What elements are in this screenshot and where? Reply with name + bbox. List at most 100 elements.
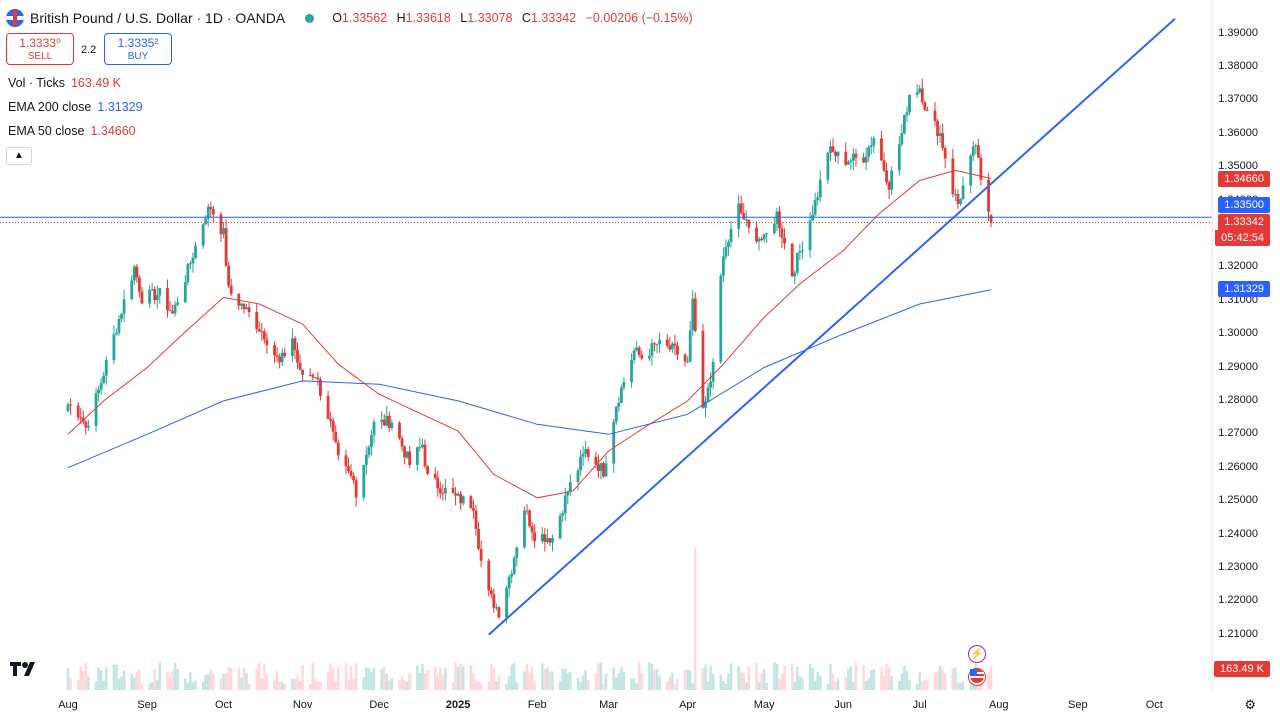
buy-button[interactable]: 1.3335² BUY — [104, 33, 172, 65]
volume-bar — [683, 669, 687, 690]
volume-bar — [745, 682, 748, 690]
sell-button[interactable]: 1.3333⁰ SELL — [6, 33, 74, 65]
candle-body — [744, 219, 748, 221]
volume-bar — [775, 664, 779, 690]
candle-body — [632, 350, 636, 361]
volume-bar — [849, 666, 853, 690]
volume-bar — [852, 681, 855, 690]
volume-bar — [370, 671, 373, 690]
candle-body — [403, 446, 406, 458]
candle-body — [296, 349, 299, 363]
volume-bar — [829, 664, 832, 690]
sell-price: 1.3333⁰ — [19, 36, 61, 50]
x-tick-label: Nov — [292, 699, 313, 711]
volume-bar — [354, 663, 358, 690]
collapse-legend-button[interactable]: ▲ — [6, 147, 32, 165]
candle-body — [604, 463, 608, 477]
y-tick-label: 1.23000 — [1218, 560, 1258, 573]
volume-bar — [349, 666, 353, 690]
volume-bar — [694, 548, 697, 690]
candle-body — [408, 451, 412, 465]
volume-bar — [311, 662, 314, 690]
candle-body — [433, 473, 437, 478]
volume-bar — [168, 677, 172, 690]
candle-body — [329, 418, 333, 421]
volume-bar — [263, 664, 266, 690]
lightning-icon[interactable]: ⚡ — [968, 645, 986, 663]
volume-bar — [472, 673, 475, 690]
candle-body — [112, 334, 116, 360]
candle-body — [887, 182, 891, 190]
candle-body — [558, 515, 562, 539]
volume-bar — [385, 673, 388, 690]
candle-body — [319, 379, 322, 396]
volume-bar — [686, 669, 689, 690]
volume-bar — [479, 683, 483, 690]
volume-legend[interactable]: Vol · Ticks 163.49 K — [8, 76, 121, 90]
volume-bar — [332, 669, 335, 690]
volume-bar — [222, 673, 225, 690]
candle-body — [472, 507, 475, 511]
market-status-icon[interactable] — [305, 13, 315, 23]
candle-body — [790, 243, 794, 277]
candle-body — [989, 215, 993, 223]
ema200-legend[interactable]: EMA 200 close 1.31329 — [8, 100, 143, 114]
volume-bar — [551, 671, 554, 690]
volume-bar — [319, 681, 322, 690]
volume-bar — [597, 663, 600, 690]
candle-body — [510, 573, 514, 577]
symbol-title[interactable]: British Pound / U.S. Dollar · 1D · OANDA — [30, 10, 286, 26]
candle-body — [421, 444, 424, 448]
volume-bar — [372, 667, 376, 690]
candle-body — [301, 369, 304, 375]
volume-bar — [334, 681, 337, 690]
candle-body — [543, 534, 547, 542]
x-tick-label: Oct — [214, 699, 233, 711]
candle-body — [469, 496, 473, 508]
candle-body — [204, 218, 208, 225]
volume-bar — [918, 672, 921, 690]
volume-bar — [240, 677, 243, 690]
settings-icon[interactable]: ⚙ — [1244, 697, 1256, 712]
candle-body — [352, 475, 355, 481]
volume-bar — [130, 673, 133, 690]
candle-body — [311, 374, 315, 378]
candle-body — [640, 354, 644, 359]
candle-body — [415, 447, 419, 465]
candle-body — [206, 206, 210, 219]
candle-body — [477, 528, 480, 549]
volume-bar — [622, 672, 626, 690]
volume-bar — [885, 664, 888, 690]
volume-bar — [543, 669, 547, 690]
ema50-legend[interactable]: EMA 50 close 1.34660 — [8, 124, 136, 138]
candle-body — [84, 421, 88, 428]
candle-body — [171, 311, 174, 314]
volume-bar — [265, 674, 269, 690]
us-flag-icon[interactable] — [968, 668, 986, 686]
candle-body — [525, 510, 529, 512]
candle-body — [673, 343, 677, 346]
candle-body — [724, 246, 728, 257]
volume-bar — [344, 662, 348, 690]
candle-body — [155, 295, 159, 301]
candle-body — [637, 347, 641, 355]
volume-bar — [296, 675, 299, 690]
volume-bar — [462, 666, 465, 690]
y-tick-label: 1.32000 — [1218, 260, 1258, 273]
candle-body — [836, 151, 840, 157]
volume-bar — [819, 675, 822, 690]
candle-body — [622, 382, 626, 388]
tradingview-logo-icon[interactable] — [10, 660, 40, 683]
volume-bar — [184, 678, 187, 690]
candle-body — [242, 303, 246, 310]
candle-body — [747, 219, 751, 228]
candle-body — [852, 153, 855, 161]
volume-bar — [298, 681, 302, 690]
candle-body — [344, 455, 348, 467]
volume-bar — [727, 673, 730, 690]
volume-bar — [426, 669, 429, 690]
volume-bar — [189, 672, 192, 690]
candle-body — [336, 442, 340, 456]
candle-body — [760, 238, 763, 240]
